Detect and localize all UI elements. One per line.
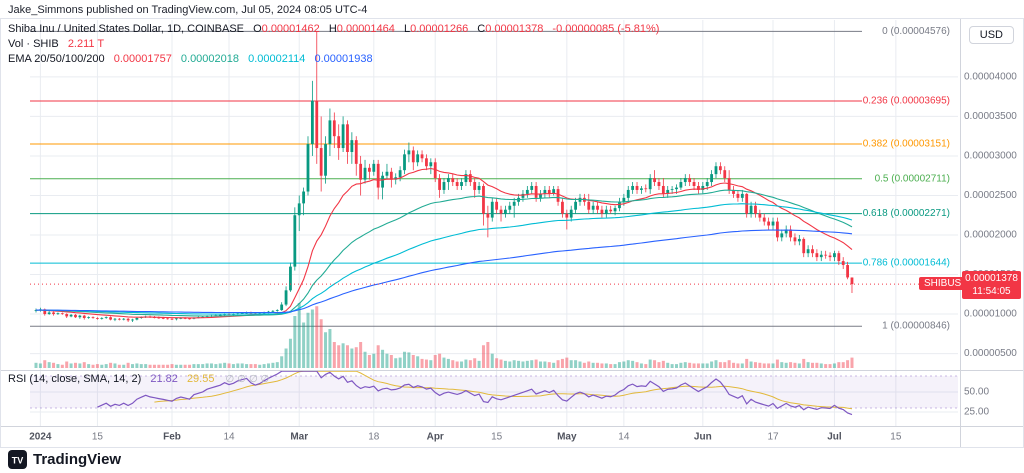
- rsi-band: [30, 375, 958, 409]
- svg-text:25.00: 25.00: [964, 407, 989, 418]
- svg-text:15: 15: [890, 432, 902, 443]
- svg-text:Jul: Jul: [827, 432, 842, 443]
- svg-text:Apr: Apr: [427, 432, 444, 443]
- svg-text:0.00002000: 0.00002000: [964, 230, 1017, 241]
- ema200-value: 0.00001938: [314, 53, 373, 65]
- svg-text:0.786 (0.00001644): 0.786 (0.00001644): [863, 258, 950, 269]
- svg-text:May: May: [557, 432, 577, 443]
- open-value: 0.00001462: [261, 23, 320, 35]
- open-label: O: [253, 23, 262, 35]
- svg-text:0.00003500: 0.00003500: [964, 111, 1017, 122]
- ema-lines: [35, 167, 853, 319]
- svg-text:50.00: 50.00: [964, 387, 989, 398]
- svg-text:0.00000500: 0.00000500: [964, 348, 1017, 359]
- high-value: 0.00001464: [336, 23, 395, 35]
- svg-text:Feb: Feb: [163, 432, 181, 443]
- svg-text:0 (0.00004576): 0 (0.00004576): [882, 26, 950, 37]
- close-label: C: [477, 23, 486, 35]
- svg-text:15: 15: [92, 432, 104, 443]
- rsi-value: 21.82: [150, 373, 178, 385]
- svg-text:14: 14: [223, 432, 235, 443]
- symbol-legend-row[interactable]: Shiba Inu / United States Dollar, 1D, CO…: [8, 22, 659, 37]
- svg-text:1 (0.00000846): 1 (0.00000846): [882, 321, 950, 332]
- volume-value: 2.211 T: [67, 38, 105, 50]
- svg-text:0.00003000: 0.00003000: [964, 150, 1017, 161]
- svg-text:18: 18: [368, 432, 380, 443]
- svg-text:2024: 2024: [29, 432, 52, 443]
- ema20-value: 0.00001757: [113, 53, 172, 65]
- low-value: 0.00001266: [410, 23, 469, 35]
- svg-text:Mar: Mar: [290, 432, 308, 443]
- volume-label: Vol · SHIB: [8, 38, 59, 50]
- tradingview-wordmark: TradingView: [33, 451, 122, 468]
- ema-legend-row[interactable]: EMA 20/50/100/200 0.00001757 0.00002018 …: [8, 52, 659, 67]
- currency-toggle-button[interactable]: USD: [968, 26, 1014, 44]
- ema100-value: 0.00002114: [248, 53, 306, 65]
- ema50-value: 0.00002018: [180, 53, 240, 65]
- grid-lines: [30, 20, 958, 426]
- ema-label: EMA 20/50/100/200: [8, 53, 105, 65]
- volume-bars: [34, 303, 854, 368]
- change-value: -0.00000085 (-5.81%): [552, 23, 660, 35]
- chart-legend: Shiba Inu / United States Dollar, 1D, CO…: [8, 22, 659, 67]
- svg-text:17: 17: [767, 432, 779, 443]
- svg-text:0.00004000: 0.00004000: [964, 71, 1017, 82]
- svg-text:15: 15: [491, 432, 503, 443]
- symbol-price-tag: SHIBUSD: [919, 277, 974, 290]
- svg-text:0.236 (0.00003695): 0.236 (0.00003695): [863, 96, 950, 107]
- close-value: 0.00001378: [485, 23, 544, 35]
- svg-text:TV: TV: [12, 456, 24, 466]
- last-price-value: 0.00001378: [965, 273, 1018, 284]
- rsi-label: RSI (14, close, SMA, 14, 2): [8, 373, 142, 385]
- candles: [34, 31, 854, 322]
- bar-countdown: 11:54:05: [972, 286, 1011, 297]
- volume-legend-row[interactable]: Vol · SHIB 2.211 T: [8, 37, 659, 52]
- rsi-hidden-values: ∅∅∅∅: [225, 374, 273, 385]
- svg-text:14: 14: [618, 432, 630, 443]
- series-title: Shiba Inu / United States Dollar, 1D, CO…: [8, 23, 245, 35]
- tradingview-icon: TV: [8, 450, 27, 469]
- tradingview-logo[interactable]: TV TradingView: [8, 450, 121, 469]
- low-label: L: [403, 23, 411, 35]
- last-price-badge: 0.00001378 11:54:05: [962, 271, 1021, 299]
- attribution-text: Jake_Simmons published on TradingView.co…: [8, 4, 368, 16]
- svg-text:0.00002500: 0.00002500: [964, 190, 1017, 201]
- svg-text:0.618 (0.00002271): 0.618 (0.00002271): [863, 208, 950, 219]
- rsi-legend-row[interactable]: RSI (14, close, SMA, 14, 2) 21.82 29.55 …: [8, 373, 272, 385]
- high-label: H: [328, 23, 337, 35]
- rsi-ma-value: 29.55: [186, 373, 215, 385]
- fib-retracement: 0 (0.00004576) 0.236 (0.00003695) 0.382 (0…: [30, 26, 950, 332]
- svg-text:Jun: Jun: [694, 432, 712, 443]
- svg-text:0.00001000: 0.00001000: [964, 309, 1017, 320]
- rsi-lines: [97, 371, 853, 416]
- svg-text:0.5 (0.00002711): 0.5 (0.00002711): [875, 173, 950, 184]
- svg-text:0.382 (0.00003151): 0.382 (0.00003151): [863, 139, 950, 150]
